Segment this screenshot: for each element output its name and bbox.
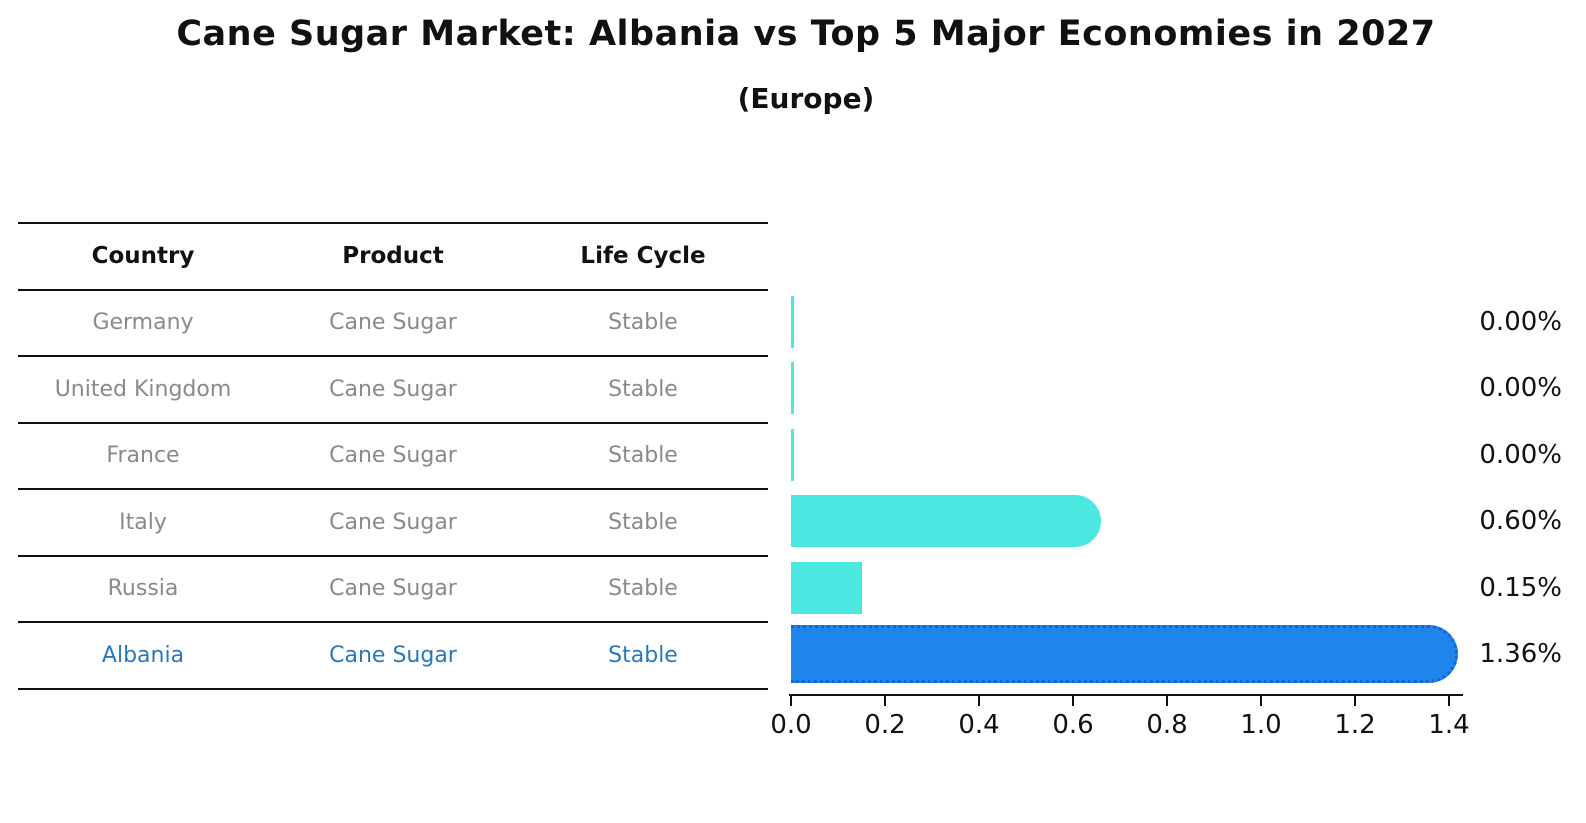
x-axis-tick-label: 0.4 [958,710,1000,740]
table-row: France Cane Sugar Stable [18,421,768,489]
value-label: 0.00% [1479,439,1562,470]
x-axis-tick-label: 0.6 [1052,710,1094,740]
table-cell-country: United Kingdom [54,376,232,402]
table-cell-life-cycle: Stable [608,310,678,336]
value-label: 0.60% [1479,506,1562,537]
x-axis-tick [1448,696,1450,706]
value-label: 0.00% [1479,373,1562,404]
value-label: 1.36% [1479,639,1562,670]
table-cell-product: Cane Sugar [329,509,457,535]
x-axis-tick [1072,696,1074,706]
table-cell-country: Albania [101,642,185,668]
table-cell-life-cycle: Stable [608,509,678,535]
x-axis-tick [790,696,792,706]
x-axis-tick-label: 0.0 [770,710,812,740]
x-axis-tick [884,696,886,706]
x-axis-tick [978,696,980,706]
table-header-cell: Product [342,243,444,270]
x-axis-tick-label: 1.0 [1240,710,1282,740]
x-axis-tick [1354,696,1356,706]
table-cell-product: Cane Sugar [329,310,457,336]
table-cell-product: Cane Sugar [329,376,457,402]
table-cell-country: Russia [107,576,179,602]
table-header-cell: Country [91,243,195,270]
table-cell-product: Cane Sugar [329,642,457,668]
table-cell-life-cycle: Stable [608,376,678,402]
value-label: 0.00% [1479,306,1562,337]
table-cell-life-cycle: Stable [608,576,678,602]
bar-albania [791,625,1459,684]
table-row: Russia Cane Sugar Stable [18,554,768,622]
table-header-cell: Life Cycle [580,243,706,270]
table-cell-country: Italy [119,509,167,535]
table-row: Italy Cane Sugar Stable [18,488,768,555]
bar-russia [791,561,862,614]
table-cell-life-cycle: Stable [608,642,678,668]
page-title: Cane Sugar Market: Albania vs Top 5 Majo… [176,14,1436,54]
table-row: Albania Cane Sugar Stable [18,621,768,688]
table-header-row: Country Product Life Cycle [18,222,768,289]
table-row: United Kingdom Cane Sugar Stable [18,355,768,422]
value-label: 0.15% [1479,572,1562,603]
bar-united-kingdom [791,362,794,415]
x-axis-tick [1260,696,1262,706]
x-axis-tick [1166,696,1168,706]
x-axis-tick-label: 0.2 [864,710,906,740]
table-cell-country: France [106,443,180,469]
x-axis-line [789,694,1463,696]
bar-italy [791,495,1101,548]
table-cell-country: Germany [92,310,194,336]
table-cell-life-cycle: Stable [608,443,678,469]
table-cell-product: Cane Sugar [329,576,457,602]
x-axis-tick-label: 1.2 [1334,710,1376,740]
table-cell-product: Cane Sugar [329,443,457,469]
x-axis-tick-label: 0.8 [1146,710,1188,740]
bar-germany [791,295,794,348]
bar-france [791,428,794,481]
comparison-table: Country Product Life Cycle Germany Cane Suga… [18,222,768,690]
table-row: Germany Cane Sugar Stable [18,288,768,356]
x-axis-tick-label: 1.4 [1428,710,1470,740]
page-subtitle: (Europe) [737,82,875,115]
